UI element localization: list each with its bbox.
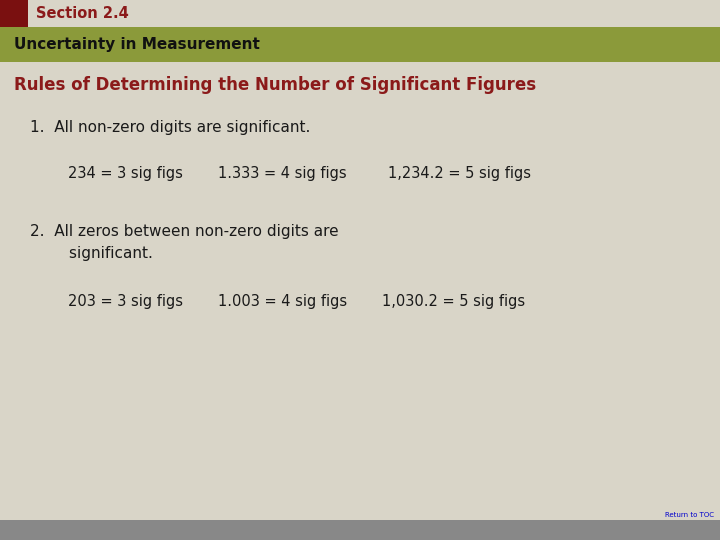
Text: 203 = 3 sig figs: 203 = 3 sig figs [68,294,183,309]
FancyBboxPatch shape [0,0,28,27]
Text: 1.  All non-zero digits are significant.: 1. All non-zero digits are significant. [30,120,310,135]
Text: Section 2.4: Section 2.4 [36,6,129,21]
Text: 1.333 = 4 sig figs: 1.333 = 4 sig figs [218,166,346,181]
Text: Uncertainty in Measurement: Uncertainty in Measurement [14,37,260,52]
Text: significant.: significant. [30,246,153,261]
Text: 2.  All zeros between non-zero digits are: 2. All zeros between non-zero digits are [30,224,338,239]
FancyBboxPatch shape [0,520,720,540]
FancyBboxPatch shape [0,27,720,62]
Text: 234 = 3 sig figs: 234 = 3 sig figs [68,166,183,181]
Text: 1.003 = 4 sig figs: 1.003 = 4 sig figs [218,294,347,309]
Text: 1,030.2 = 5 sig figs: 1,030.2 = 5 sig figs [382,294,525,309]
Text: Rules of Determining the Number of Significant Figures: Rules of Determining the Number of Signi… [14,76,536,94]
Text: Return to TOC: Return to TOC [665,512,714,518]
Text: 1,234.2 = 5 sig figs: 1,234.2 = 5 sig figs [388,166,531,181]
